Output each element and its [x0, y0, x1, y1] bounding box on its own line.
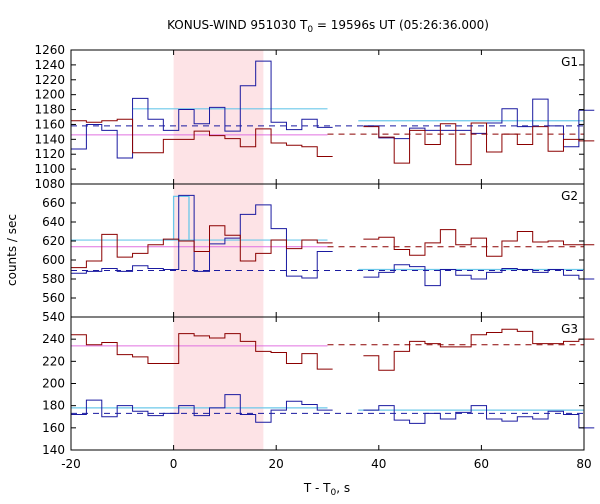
g3-y-tick-label: 200 — [42, 377, 65, 391]
g1-y-tick-label: 1160 — [34, 117, 65, 131]
g1-y-tick-label: 1100 — [34, 162, 65, 176]
g2-y-tick-label: 620 — [42, 234, 65, 248]
g3-y-tick-label: 240 — [42, 332, 65, 346]
highlight-band — [173, 50, 264, 450]
g1-y-tick-label: 1240 — [34, 58, 65, 72]
g2-y-tick-label: 660 — [42, 196, 65, 210]
g1-blue-series — [71, 60, 595, 159]
y-axis-title: counts / sec — [5, 214, 19, 286]
g2-cyan-spike — [172, 195, 190, 241]
g3-blue-series — [71, 394, 595, 429]
g2-y-tick-label: 580 — [42, 272, 65, 286]
x-tick-label: 40 — [371, 457, 386, 471]
g2-y-tick-label: 600 — [42, 253, 65, 267]
x-axis-title: T - T0, s — [303, 481, 350, 498]
g1-y-tick-label: 1200 — [34, 88, 65, 102]
g3-red-series — [71, 328, 595, 371]
chart-title: KONUS-WIND 951030 T0 = 19596s UT (05:26:… — [167, 18, 489, 35]
g3-y-tick-label: 220 — [42, 354, 65, 368]
x-tick-label: 80 — [576, 457, 591, 471]
x-tick-label: -20 — [61, 457, 81, 471]
g3-panel-frame — [70, 316, 585, 451]
x-tick-label: 60 — [474, 457, 489, 471]
g2-y-tick-label: 640 — [42, 215, 65, 229]
g3-y-tick-label: 140 — [42, 443, 65, 457]
x-tick-label: 20 — [269, 457, 284, 471]
g3-panel-label: G3 — [561, 322, 578, 336]
g1-y-tick-label: 1180 — [34, 103, 65, 117]
g1-y-tick-label: 1080 — [34, 177, 65, 191]
g1-red-series — [71, 118, 595, 166]
g1-y-tick-label: 1140 — [34, 132, 65, 146]
g1-y-tick-label: 1220 — [34, 73, 65, 87]
g2-red-series — [71, 225, 595, 269]
g3-y-tick-label: 160 — [42, 421, 65, 435]
g3-y-tick-label: 180 — [42, 399, 65, 413]
plot-layer: 1080110011201140116011801200122012401260… — [34, 43, 595, 471]
g2-y-tick-label: 560 — [42, 291, 65, 305]
x-tick-label: 0 — [170, 457, 178, 471]
g1-panel-label: G1 — [561, 55, 578, 69]
g2-y-tick-label: 540 — [42, 310, 65, 324]
g1-y-tick-label: 1260 — [34, 43, 65, 57]
g2-panel-label: G2 — [561, 189, 578, 203]
g1-y-tick-label: 1120 — [34, 147, 65, 161]
